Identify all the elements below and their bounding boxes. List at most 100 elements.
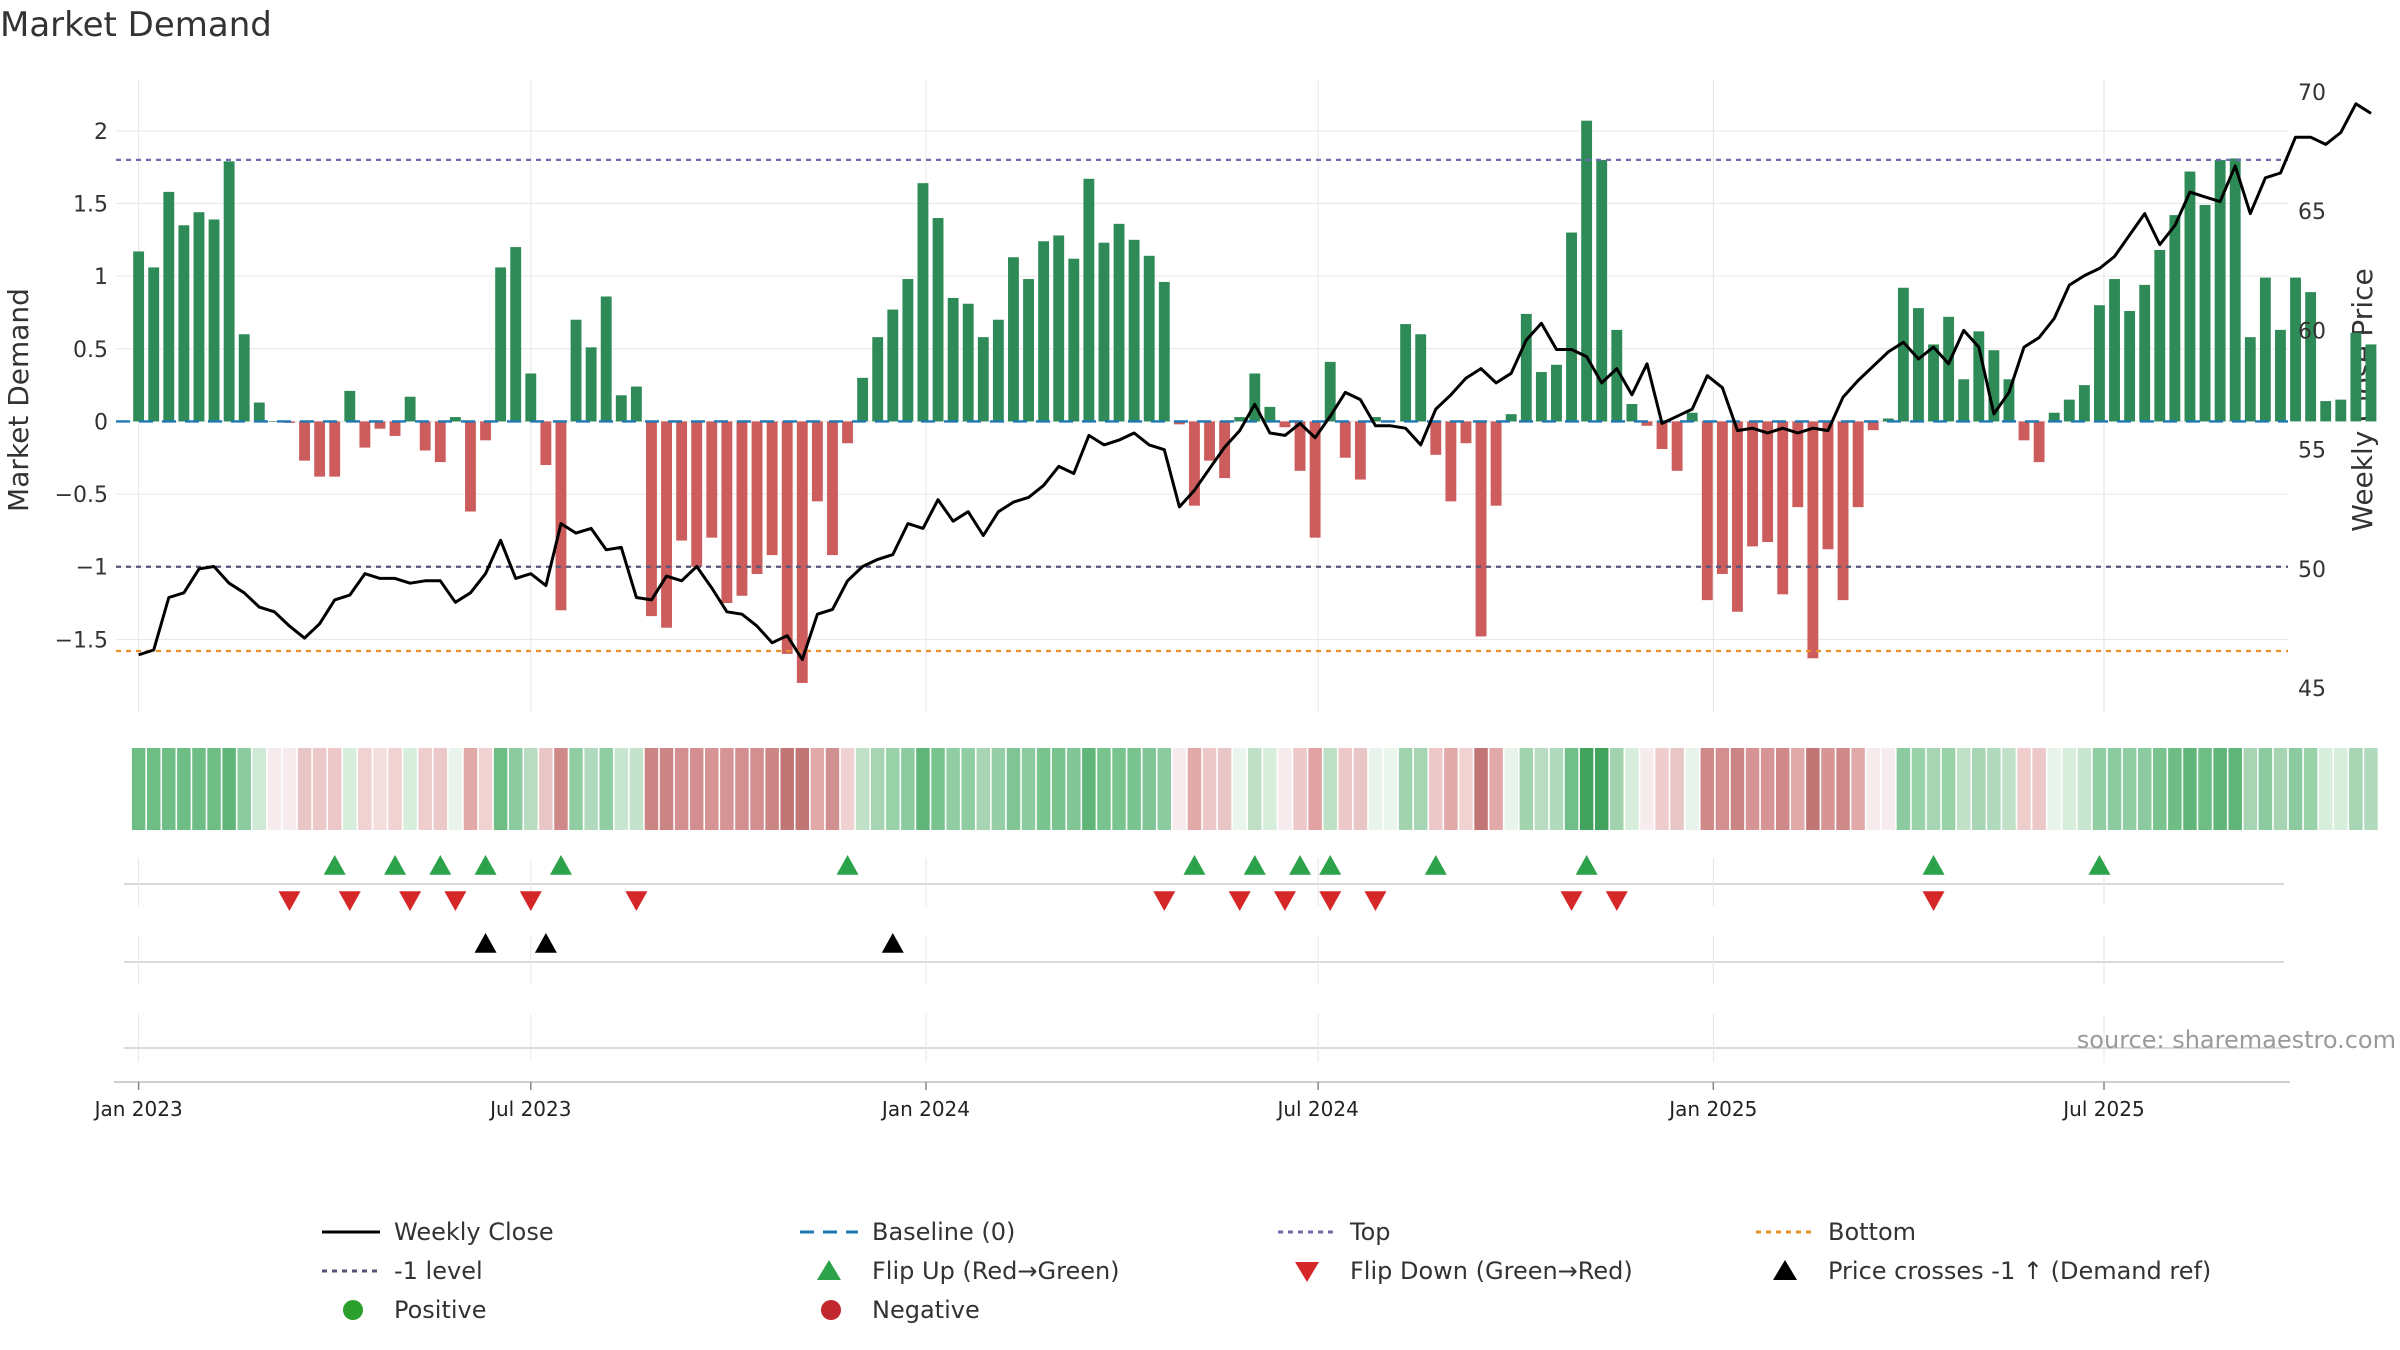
positive-bar (2350, 332, 2362, 422)
positive-bar (223, 161, 235, 422)
flip-down-marker (1153, 891, 1176, 911)
heatmap-cell (508, 748, 523, 830)
positive-bar (1913, 308, 1924, 422)
heatmap-cell (1429, 748, 1443, 830)
heatmap-cell (1006, 748, 1021, 830)
positive-bar (404, 396, 416, 422)
heatmap-cell (1067, 748, 1081, 830)
negative-bar (540, 421, 552, 466)
negative-bar (1641, 421, 1653, 426)
negative-bar (1339, 421, 1351, 458)
negative-bar (1204, 421, 1215, 461)
heatmap-cell (1036, 748, 1051, 830)
legend-label: Negative (872, 1296, 980, 1324)
negative-bar (751, 421, 763, 574)
heatmap-cell (1806, 748, 1820, 830)
heatmap-cell (2122, 748, 2137, 830)
heatmap-cell (1881, 748, 1896, 830)
y-axis-label: Market Demand (2, 288, 35, 512)
positive-bar (268, 421, 280, 422)
legend-item: Flip Down (Green→Red) (1295, 1257, 1633, 1285)
legend-label: Flip Up (Red→Green) (872, 1257, 1120, 1285)
heatmap-cell (1956, 748, 1971, 830)
flip-down-marker (1228, 891, 1251, 911)
heatmap-cell (795, 748, 810, 830)
flip-up-marker (384, 855, 407, 875)
flip-down-marker (519, 891, 542, 911)
legend: Weekly Close Baseline (0) Top Bottom -1 leve… (322, 1218, 2211, 1324)
heatmap-cell (1972, 748, 1986, 830)
positive-bar (1626, 403, 1638, 422)
negative-bar (1460, 421, 1472, 444)
positive-bar (2244, 337, 2256, 422)
x-tick-label: Jul 2023 (488, 1097, 571, 1121)
negative-bar (465, 421, 476, 512)
negative-bar (781, 421, 793, 654)
heatmap-cell (1745, 748, 1760, 830)
heatmap-cell (1504, 748, 1518, 830)
y2-tick-label: 60 (2298, 319, 2326, 344)
positive-bar (630, 386, 642, 422)
y2-tick-label: 55 (2298, 439, 2326, 464)
positive-bar (133, 251, 145, 422)
heatmap-cell (2137, 748, 2152, 830)
y-tick-label: −1.5 (55, 628, 108, 653)
positive-bar (2199, 204, 2211, 422)
positive-bar (1551, 364, 1562, 422)
legend-item: Price crosses -1 ↑ (Demand ref) (1773, 1257, 2211, 1285)
legend-label: Price crosses -1 ↑ (Demand ref) (1828, 1257, 2211, 1285)
heatmap-cell (840, 748, 855, 830)
heatmap-cell (207, 748, 221, 830)
x-tick-label: Jan 2025 (1667, 1097, 1757, 1121)
heatmap-cell (1670, 748, 1684, 830)
negative-bar (1445, 421, 1457, 502)
flip-up-marker (1575, 855, 1598, 875)
legend-item: Bottom (1756, 1218, 1916, 1246)
heatmap-cell (1926, 748, 1941, 830)
flip-down-marker (1319, 891, 1342, 911)
heatmap-cell (493, 748, 508, 830)
heatmap-cell (1323, 748, 1337, 830)
positive-bar (977, 337, 989, 422)
heatmap-cell (1202, 748, 1217, 830)
negative-bar (766, 421, 778, 556)
heatmap-cell (2032, 748, 2046, 830)
positive-bar (2290, 277, 2301, 422)
legend-item: Negative (821, 1296, 980, 1324)
positive-bar (1943, 316, 1955, 422)
negative-bar (2033, 421, 2045, 463)
negative-bar (299, 421, 310, 461)
heatmap-cell (2213, 748, 2227, 830)
positive-bar (1973, 331, 1985, 422)
negative-bar (480, 421, 491, 441)
negative-bar (721, 421, 733, 604)
heatmap-cell (584, 748, 598, 830)
heatmap-cell (1685, 748, 1699, 830)
negative-bar (1475, 421, 1487, 637)
negative-bar (1173, 421, 1185, 425)
positive-bar (600, 296, 612, 422)
negative-bar (736, 421, 748, 596)
positive-bar (1249, 373, 1261, 422)
legend-item: -1 level (322, 1257, 483, 1285)
heatmap-cell (1338, 748, 1353, 830)
positive-bar (1520, 313, 1532, 422)
flip-up-marker (1319, 855, 1342, 875)
heatmap-cell (765, 748, 779, 830)
heatmap-cell (2303, 748, 2318, 830)
x-tick-label: Jul 2024 (1275, 1097, 1358, 1121)
positive-bar (1958, 379, 1970, 422)
heatmap-cell (2183, 748, 2197, 830)
positive-bar (2214, 159, 2226, 422)
negative-bar (2018, 421, 2030, 441)
negative-bar (1732, 421, 1743, 612)
heatmap-cell (297, 748, 312, 830)
heatmap-cell (1866, 748, 1880, 830)
heatmap-cell (674, 748, 689, 830)
heatmap-cell (2364, 748, 2378, 830)
heatmap-cell (177, 748, 191, 830)
flip-down-marker (1364, 891, 1387, 911)
heatmap-cell (1775, 748, 1790, 830)
heatmap-cell (539, 748, 553, 830)
